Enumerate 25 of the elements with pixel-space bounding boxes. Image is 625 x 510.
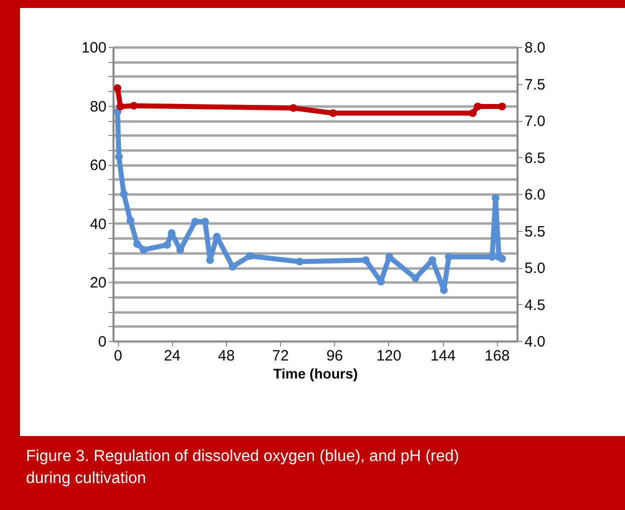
y2-tick-label: 5.5 bbox=[524, 223, 546, 240]
y-tick-label: 60 bbox=[90, 157, 106, 174]
caption: Figure 3. Regulation of dissolved oxygen (blue), and pH (red) during cultivation bbox=[26, 448, 460, 487]
x-tick-label: 96 bbox=[326, 348, 344, 364]
x-tick-label: 120 bbox=[376, 348, 402, 364]
y-tick-label: 0 bbox=[98, 334, 106, 350]
x-tick-label: 168 bbox=[484, 348, 510, 364]
x-tick-label: 48 bbox=[218, 348, 235, 364]
y2-tick-label: 4.0 bbox=[524, 334, 546, 350]
x-tick-label: 144 bbox=[430, 348, 456, 364]
y-tick-label: 80 bbox=[90, 98, 106, 116]
x-tick-label: 0 bbox=[114, 348, 122, 364]
y2-tick-label: 6.0 bbox=[524, 186, 546, 204]
x-tick-label: 24 bbox=[164, 348, 181, 364]
y2-tick-label: 8.0 bbox=[524, 40, 546, 56]
y-tick-label: 40 bbox=[90, 216, 106, 233]
y2-tick-label: 7.0 bbox=[524, 113, 546, 130]
x-axis-title: Time (hours) bbox=[273, 366, 358, 382]
y2-tick-label: 6.5 bbox=[524, 150, 546, 167]
y-tick-label: 20 bbox=[90, 274, 106, 292]
y2-tick-label: 5.0 bbox=[524, 260, 546, 277]
y2-tick-label: 7.5 bbox=[524, 76, 546, 94]
x-tick-label: 72 bbox=[272, 348, 289, 364]
y2-tick-label: 4.5 bbox=[524, 296, 546, 314]
y-tick-label: 100 bbox=[81, 40, 106, 56]
